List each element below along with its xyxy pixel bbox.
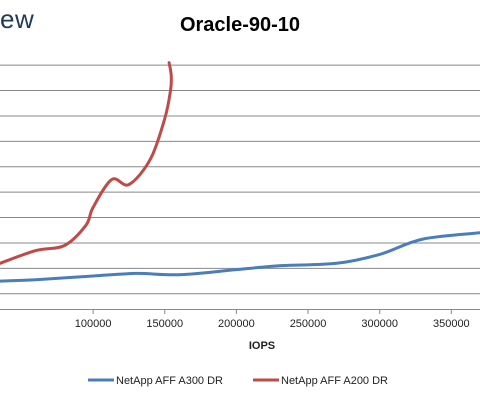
series-line-2 <box>0 61 173 265</box>
x-tick-label: 150000 <box>146 318 183 330</box>
series-lines <box>0 61 480 283</box>
x-tick-label: 250000 <box>290 318 327 330</box>
x-tick-label: 350000 <box>433 318 470 330</box>
gridlines <box>0 64 480 295</box>
x-axis-label: IOPS <box>249 340 275 352</box>
legend: NetApp AFF A300 DR NetApp AFF A200 DR <box>88 375 388 387</box>
x-axis: 100000 150000 200000 250000 300000 350000 <box>0 309 480 330</box>
legend-label: NetApp AFF A300 DR <box>116 375 223 387</box>
chart-title: Oracle-90-10 <box>179 14 301 36</box>
x-tick-label: 100000 <box>75 318 112 330</box>
legend-label: NetApp AFF A200 DR <box>281 375 388 387</box>
brand-logo-fragment: ew <box>0 4 35 34</box>
x-tick-label: 300000 <box>361 318 398 330</box>
x-tick-label: 200000 <box>218 318 255 330</box>
series-line-1 <box>0 231 480 283</box>
